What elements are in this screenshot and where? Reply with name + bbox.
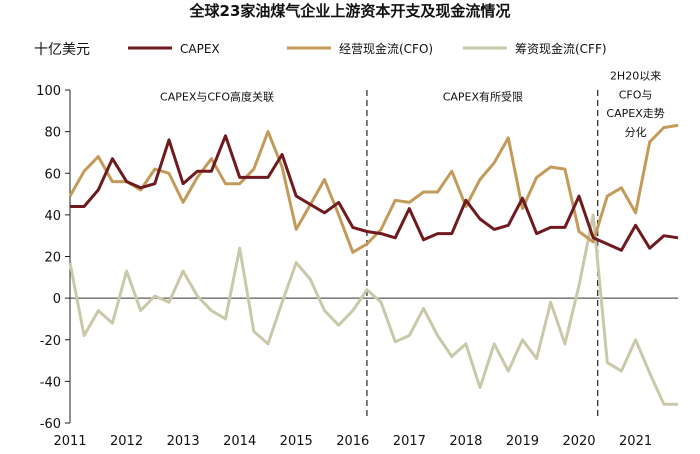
annotation-limited: CAPEX有所受限 [443,89,523,103]
y-tick-label: -40 [40,375,61,390]
legend-label-0: CAPEX [180,42,220,56]
legend: CAPEX 经营现金流(CFO) 筹资现金流(CFF) [128,41,607,56]
x-tick-label: 2015 [280,434,313,449]
y-tick-label: -60 [40,417,61,432]
x-tick-label: 2019 [506,434,539,449]
series-line-1 [68,123,679,254]
y-tick-label: 80 [44,126,61,141]
chart-title: 全球23家油煤气企业上游资本开支及现金流情况 [189,2,511,20]
x-tick-label: 2012 [110,434,143,449]
legend-label-1: 经营现金流(CFO) [339,41,433,56]
series-layer [68,123,679,406]
y-tick-label: 60 [44,167,61,182]
annotation-divergence-line: 2H20以来 [610,70,661,83]
x-tick-label: 2014 [223,434,256,449]
x-tick-label: 2013 [167,434,200,449]
series-line-0 [70,134,679,252]
annotation-divergence-line: 分化 [625,125,647,139]
y-tick-label: 0 [53,292,61,307]
y-tick-label: 100 [36,84,61,99]
y-axis-unit: 十亿美元 [34,42,90,58]
x-tick-label: 2011 [53,434,86,449]
x-tick-label: 2021 [619,434,652,449]
annotation-divergence-line: CAPEX走势 [606,107,664,120]
axes: 100 80 60 40 20 0 -20 -40 -60 2011 2012 2013 2014 201… [36,84,678,449]
x-tick-label: 2020 [562,434,595,449]
y-tick-label: -20 [40,334,61,349]
x-tick-label: 2018 [449,434,482,449]
annotation-divergence-line: CFO与 [619,88,653,101]
y-tick-label: 20 [44,251,61,266]
legend-label-2: 筹资现金流(CFF) [515,41,607,56]
x-tick-label: 2017 [393,434,426,449]
x-tick-label: 2016 [336,434,369,449]
annotations: CAPEX与CFO高度关联 CAPEX有所受限 2H20以来 CFO与 CAPEX走势分… [160,70,665,139]
y-tick-label: 40 [44,209,61,224]
series-line-2 [68,213,678,406]
annotation-correlated: CAPEX与CFO高度关联 [160,89,274,103]
